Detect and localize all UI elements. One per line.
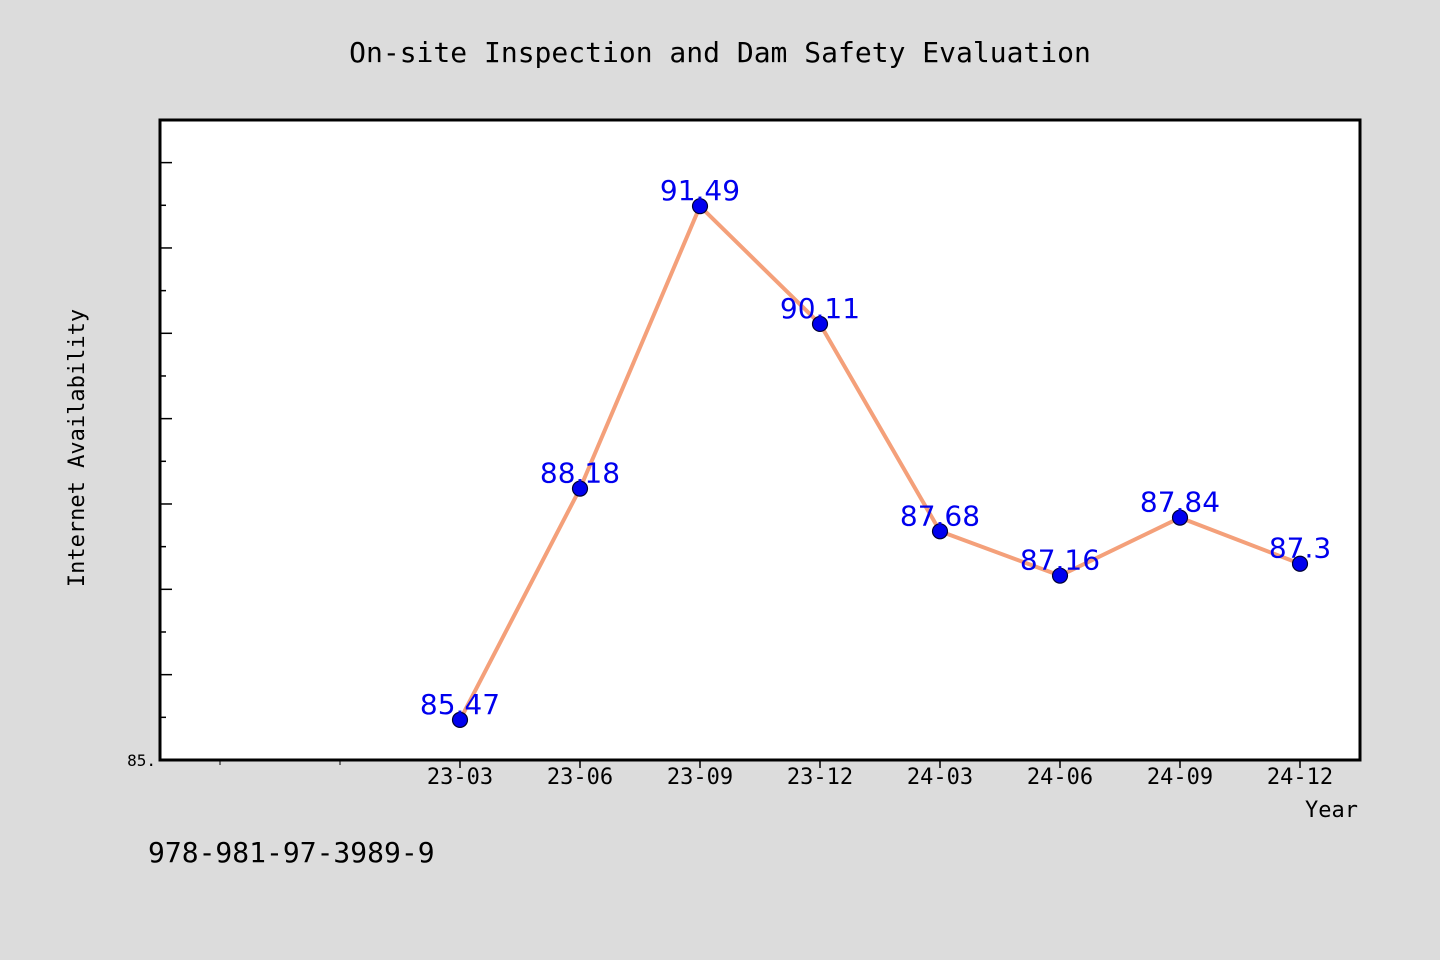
data-value-label: 90.11 bbox=[780, 292, 860, 325]
series-line bbox=[458, 204, 1302, 722]
x-axis-label: Year bbox=[1305, 798, 1358, 823]
x-axis-minor-ticks bbox=[219, 760, 341, 765]
x-tick-label: 24-03 bbox=[907, 765, 973, 790]
data-point-marker bbox=[571, 480, 589, 497]
data-point-marker bbox=[451, 711, 469, 728]
x-tick-label: 23-09 bbox=[667, 765, 733, 790]
data-point-marker bbox=[691, 198, 709, 215]
data-value-label: 88.18 bbox=[540, 457, 620, 490]
data-point-marker bbox=[811, 315, 829, 333]
data-value-label: 87.68 bbox=[900, 499, 980, 532]
data-point-marker bbox=[931, 523, 949, 540]
x-tick-label: 23-06 bbox=[547, 765, 613, 790]
isbn-text: 978-981-97-3989-9 bbox=[148, 836, 435, 869]
y-tick-label: 85. bbox=[127, 751, 156, 770]
x-tick-label: 24-06 bbox=[1027, 765, 1093, 790]
x-tick-label: 24-09 bbox=[1147, 765, 1213, 790]
data-value-label: 91.49 bbox=[660, 174, 740, 207]
data-point-marker bbox=[1291, 555, 1309, 572]
chart-title: On-site Inspection and Dam Safety Evalua… bbox=[349, 36, 1091, 69]
data-point-marker bbox=[1051, 567, 1069, 584]
x-tick-label: 24-12 bbox=[1267, 765, 1333, 790]
data-value-label: 87.16 bbox=[1020, 544, 1100, 577]
y-axis-ticks bbox=[160, 161, 172, 761]
data-markers bbox=[451, 198, 1309, 728]
data-value-label: 87.3 bbox=[1269, 532, 1331, 565]
data-labels: 85.47 88.18 91.49 90.11 87.68 87.16 87.84 87.3 bbox=[420, 174, 1331, 721]
plot-area bbox=[158, 118, 1362, 762]
series-polyline bbox=[458, 204, 1302, 722]
x-tick-label: 23-12 bbox=[787, 765, 853, 790]
data-point-marker bbox=[1171, 509, 1189, 526]
data-value-label: 87.84 bbox=[1140, 486, 1220, 519]
x-tick-label: 23-03 bbox=[427, 765, 493, 790]
y-axis-label: Internet Availability bbox=[65, 309, 90, 587]
data-value-label: 85.47 bbox=[420, 688, 500, 721]
x-axis-ticks: 23-03 23-06 23-09 23-12 24-03 24-06 24-09 24-12 bbox=[427, 760, 1333, 790]
